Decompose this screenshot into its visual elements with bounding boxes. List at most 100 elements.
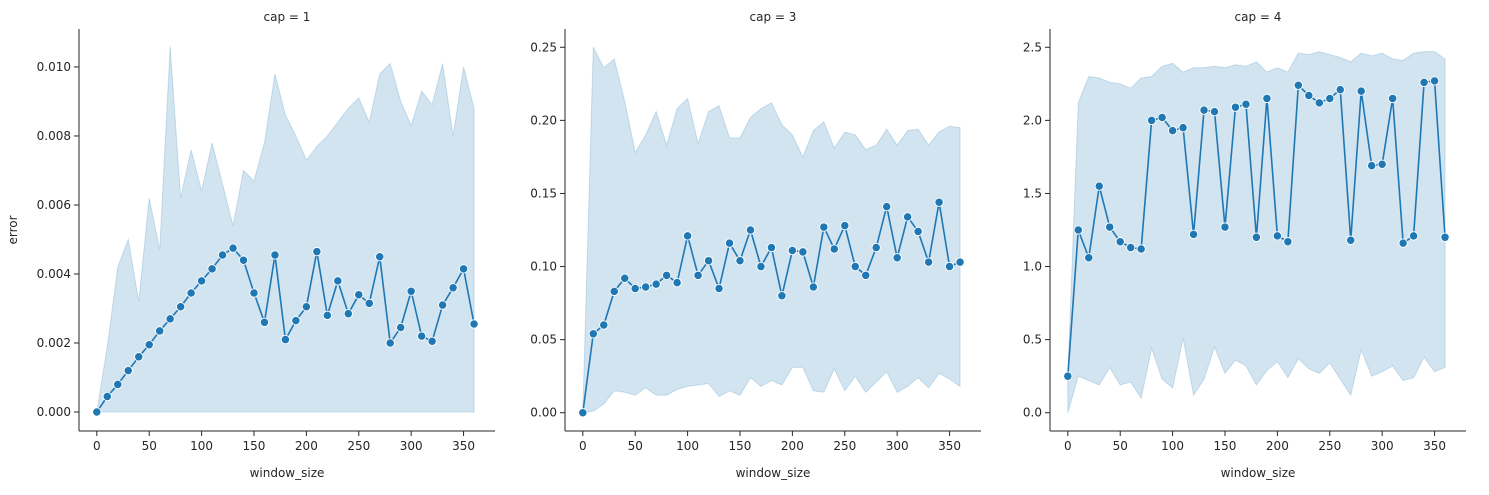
- x-tick-label: 300: [400, 439, 423, 453]
- x-tick-label: 0: [93, 439, 101, 453]
- data-point: [186, 288, 196, 298]
- data-point: [1063, 371, 1073, 381]
- data-point: [458, 264, 469, 274]
- data-point: [1073, 225, 1083, 235]
- data-point: [756, 261, 766, 272]
- data-point: [469, 319, 479, 329]
- x-axis-label: window_size: [250, 466, 325, 480]
- data-point: [113, 379, 123, 390]
- y-tick-label: 2.5: [1023, 40, 1042, 54]
- y-tick-label: 0.000: [37, 405, 71, 419]
- data-point: [1388, 93, 1398, 104]
- data-point: [416, 331, 427, 341]
- data-point: [1262, 93, 1272, 104]
- data-point: [1377, 159, 1387, 169]
- panel-title: cap = 4: [1235, 10, 1282, 24]
- data-point: [1188, 229, 1199, 240]
- data-point: [270, 250, 280, 260]
- y-tick-label: 0.5: [1023, 333, 1042, 347]
- data-point: [437, 300, 448, 310]
- data-point: [840, 220, 850, 231]
- y-axis-label: error: [6, 215, 20, 244]
- y-tick-label: 0.10: [530, 260, 557, 274]
- data-point: [1408, 231, 1419, 241]
- data-point: [1115, 237, 1125, 247]
- x-tick-label: 0: [579, 439, 587, 453]
- data-point: [724, 238, 735, 248]
- x-axis-label: window_size: [1221, 466, 1296, 480]
- data-point: [280, 334, 291, 345]
- data-point: [155, 326, 165, 336]
- data-point: [333, 276, 343, 286]
- x-tick-label: 100: [1161, 439, 1184, 453]
- data-point: [651, 279, 661, 289]
- x-tick-label: 50: [142, 439, 157, 453]
- x-tick-label: 300: [1371, 439, 1394, 453]
- data-point: [1157, 112, 1167, 123]
- data-point: [808, 282, 818, 292]
- data-point: [312, 246, 322, 257]
- x-tick-label: 200: [1266, 439, 1289, 453]
- y-tick-label: 0.006: [37, 198, 71, 212]
- data-point: [588, 329, 598, 339]
- data-point: [322, 310, 332, 321]
- panel-2: 0 50 100 150 200 250 300 350 0.00 0.05 0.10 0.15 0.2…: [530, 10, 981, 480]
- y-tick-label: 0.15: [530, 186, 557, 200]
- data-point: [1440, 232, 1450, 242]
- data-point: [249, 288, 259, 298]
- data-point: [641, 282, 651, 292]
- data-point: [1293, 80, 1303, 90]
- data-point: [630, 283, 640, 294]
- data-point: [427, 336, 437, 346]
- data-point: [819, 222, 829, 232]
- data-point: [745, 225, 756, 235]
- data-point: [892, 253, 902, 263]
- data-point: [1356, 86, 1366, 96]
- data-point: [735, 256, 745, 266]
- y-tick-label: 0.25: [530, 40, 557, 54]
- data-point: [1367, 161, 1377, 171]
- data-point: [196, 276, 207, 286]
- panel-1: 0 50 100 150 200 250 300 350 0.000 0.002 0.004 0.00…: [6, 10, 495, 480]
- data-point: [343, 309, 353, 319]
- data-point: [829, 244, 839, 254]
- x-tick-label: 250: [833, 439, 856, 453]
- data-point: [944, 261, 955, 272]
- data-point: [1314, 98, 1324, 108]
- panel-title: cap = 3: [750, 10, 797, 24]
- data-point: [1199, 105, 1209, 115]
- panel-3: 0 50 100 150 200 250 300 350 0.0 0.5 1.0 1.5 2.0 2.5 c…: [1023, 10, 1466, 480]
- data-point: [1178, 123, 1188, 133]
- y-tick-label: 0.05: [530, 333, 557, 347]
- data-point: [766, 242, 777, 253]
- data-point: [228, 243, 238, 253]
- data-point: [259, 317, 270, 327]
- confidence-band: [96, 46, 475, 413]
- confidence-band: [582, 47, 961, 414]
- data-point: [1251, 232, 1262, 242]
- data-point: [1325, 93, 1335, 104]
- y-tick-label: 0.004: [37, 267, 71, 281]
- data-point: [714, 283, 724, 294]
- data-point: [375, 252, 385, 262]
- data-point: [1126, 242, 1136, 253]
- data-point: [1398, 238, 1408, 248]
- data-point: [620, 273, 630, 283]
- data-point: [1220, 222, 1230, 232]
- y-tick-label: 0.010: [37, 60, 71, 74]
- data-point: [396, 322, 406, 333]
- data-point: [175, 302, 186, 312]
- x-tick-label: 200: [295, 439, 318, 453]
- data-point: [1241, 99, 1251, 109]
- data-point: [1304, 90, 1314, 101]
- data-point: [1105, 222, 1115, 232]
- data-point: [693, 270, 703, 280]
- x-tick-label: 250: [1318, 439, 1341, 453]
- data-point: [1283, 237, 1293, 247]
- data-point: [672, 277, 682, 288]
- data-point: [850, 261, 860, 272]
- data-point: [207, 264, 217, 274]
- data-point: [1136, 244, 1146, 254]
